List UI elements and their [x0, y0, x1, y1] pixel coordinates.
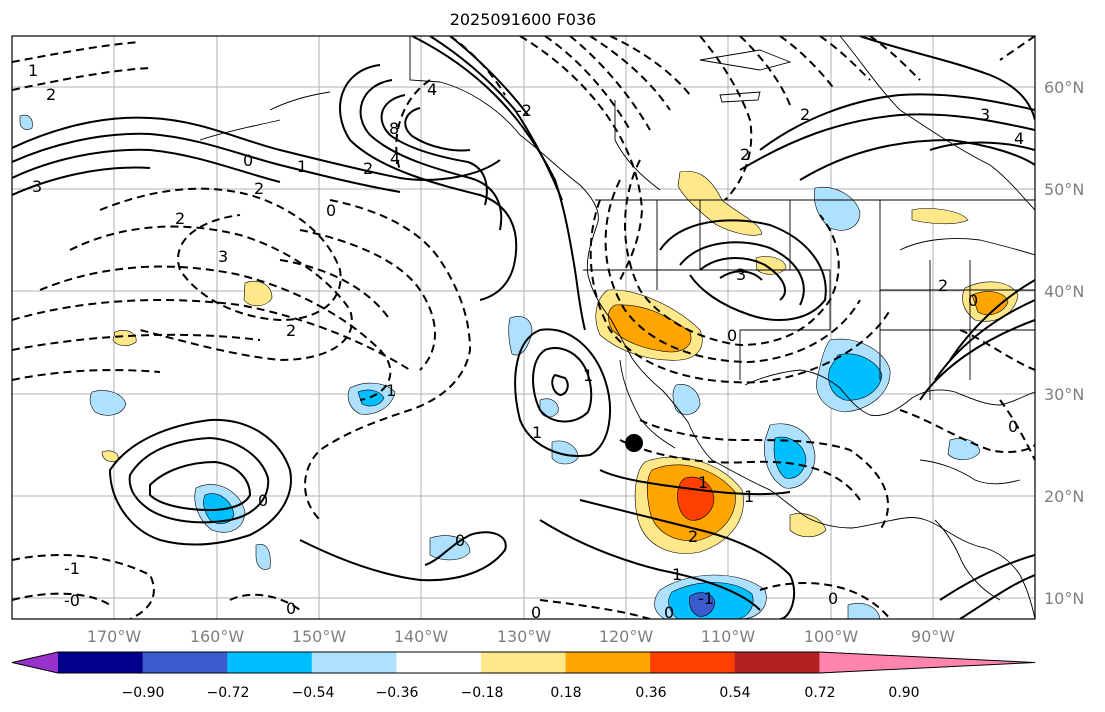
- colorbar-segment: [142, 652, 228, 673]
- lon-label: 90°W: [911, 627, 955, 646]
- contour-label: 1: [698, 473, 708, 492]
- contour-label: 0: [455, 531, 465, 550]
- contour-label: 4: [390, 149, 400, 168]
- contour-label: 3: [736, 265, 746, 284]
- contour-label: 3: [218, 247, 228, 266]
- colorbar-tick: 0.72: [804, 685, 835, 701]
- contour-label: 0: [727, 326, 737, 345]
- coastlines: [199, 36, 1035, 619]
- contour-label: 1: [672, 565, 682, 584]
- contour-label: 2: [363, 159, 373, 178]
- map-frame: [11, 35, 1036, 620]
- contour-label: -0: [64, 591, 80, 610]
- colorbar-segment: [734, 652, 820, 673]
- colorbar-extend-low: [12, 652, 58, 673]
- lon-label: 100°W: [804, 627, 859, 646]
- colorbar-segment: [227, 652, 313, 673]
- contour-label: 1: [28, 61, 38, 80]
- lat-label: 10°N: [1044, 589, 1084, 608]
- contour-label: 2: [254, 179, 264, 198]
- colorbar-extend-high: [819, 652, 1035, 673]
- contour-label: 3: [980, 105, 990, 124]
- lat-label: 20°N: [1044, 487, 1084, 506]
- lat-label: 40°N: [1044, 282, 1084, 301]
- map-title: 2025091600 F036: [449, 10, 597, 29]
- colorbar-tick: 0.36: [635, 685, 666, 701]
- colorbar-tick: −0.72: [207, 685, 250, 701]
- contour-label: 0: [968, 291, 978, 310]
- contour-label: 1: [297, 157, 307, 176]
- colorbar: [11, 651, 1036, 674]
- filled-patches: [19, 114, 1019, 619]
- contour-label: -2: [516, 101, 532, 120]
- lon-label: 130°W: [497, 627, 552, 646]
- colorbar-segment: [650, 652, 736, 673]
- contour-label: 0: [1008, 417, 1018, 436]
- colorbar-segment: [396, 652, 482, 673]
- dashed-contours: [12, 36, 1035, 619]
- contour-label: 2: [175, 209, 185, 228]
- contour-label: 1: [583, 366, 593, 385]
- colorbar-tick: −0.54: [292, 685, 335, 701]
- lon-label: 110°W: [701, 627, 756, 646]
- longitude-labels: 170°W 160°W 150°W 140°W 130°W 120°W 110°…: [87, 627, 955, 646]
- colorbar-segment: [58, 652, 144, 673]
- colorbar-tick: −0.18: [461, 685, 504, 701]
- contour-label: -1: [64, 559, 80, 578]
- contour-label: 1: [386, 381, 396, 400]
- colorbar-outline: [11, 651, 1036, 674]
- contour-labels: 2 1 3 0 1 2 4 8 4 2 2 3 2 0 1 1 1 0 0 0 …: [28, 61, 1024, 622]
- contour-label: 4: [427, 80, 437, 99]
- lat-label: 30°N: [1044, 385, 1084, 404]
- lon-label: 120°W: [599, 627, 654, 646]
- contour-label: 2: [800, 105, 810, 124]
- contour-label: 0: [531, 603, 541, 622]
- patch-yellow-montana: [677, 170, 763, 236]
- contour-label: 1: [532, 423, 542, 442]
- contour-label: 0: [326, 201, 336, 220]
- lon-label: 150°W: [292, 627, 347, 646]
- lat-label: 60°N: [1044, 78, 1084, 97]
- colorbar-segment: [565, 652, 651, 673]
- colorbar-tick: −0.90: [122, 685, 165, 701]
- colorbar-segment: [481, 652, 567, 673]
- contour-label: 4: [1014, 129, 1024, 148]
- colorbar-ticks: −0.90 −0.72 −0.54 −0.36 −0.18 0.18 0.36 …: [122, 685, 920, 701]
- contour-label: 0: [828, 589, 838, 608]
- contour-label: 2: [938, 276, 948, 295]
- contour-label: 0: [664, 603, 674, 622]
- contour-label: 0: [243, 151, 253, 170]
- contour-label: 1: [744, 487, 754, 506]
- contour-label: 2: [740, 145, 750, 164]
- contour-label: -1: [698, 589, 714, 608]
- lon-label: 140°W: [394, 627, 449, 646]
- colorbar-tick: 0.18: [550, 685, 581, 701]
- contour-label: 8: [389, 119, 399, 138]
- contour-label: 0: [286, 599, 296, 618]
- colorbar-segment: [311, 652, 397, 673]
- map-panel: 2 1 3 0 1 2 4 8 4 2 2 3 2 0 1 1 1 0 0 0 …: [12, 36, 1035, 622]
- contour-label: 2: [286, 321, 296, 340]
- contour-label: 0: [258, 491, 268, 510]
- lat-label: 50°N: [1044, 180, 1084, 199]
- lon-label: 160°W: [190, 627, 245, 646]
- colorbar-tick: −0.36: [376, 685, 419, 701]
- lon-label: 170°W: [87, 627, 142, 646]
- latitude-labels: 60°N 50°N 40°N 30°N 20°N 10°N: [1044, 78, 1084, 608]
- colorbar-tick: 0.54: [719, 685, 750, 701]
- solid-contours: [12, 36, 1035, 619]
- patch-blue-dakota: [813, 186, 861, 231]
- colorbar-tick: 0.90: [888, 685, 919, 701]
- black-dot-marker: [625, 434, 643, 452]
- contour-label: 3: [32, 177, 42, 196]
- contour-label: 2: [46, 85, 56, 104]
- contour-label: 2: [688, 527, 698, 546]
